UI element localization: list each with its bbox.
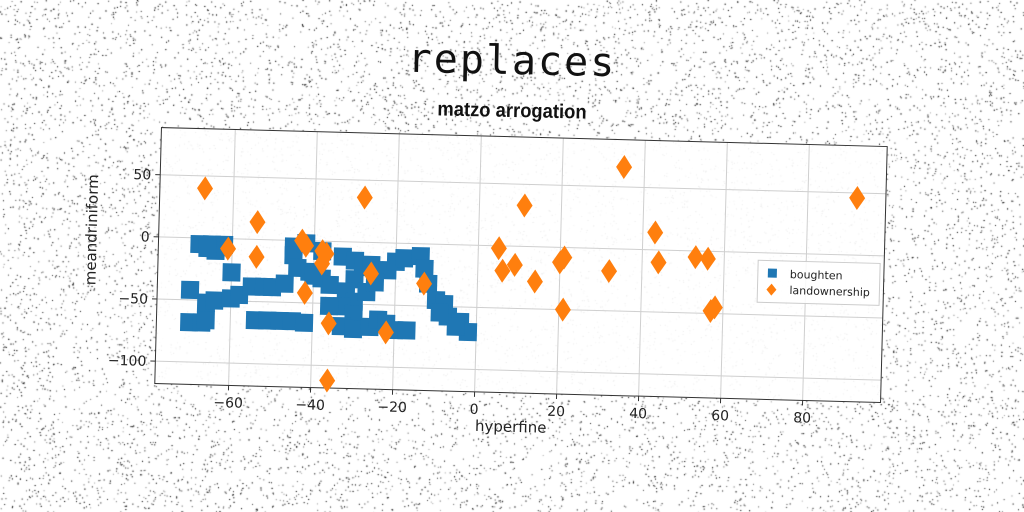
legend-marker-landownership — [766, 283, 777, 296]
data-point-diamond — [699, 246, 716, 271]
series-boughten — [179, 234, 478, 342]
y-tick-label: 0 — [140, 229, 149, 245]
y-gridline — [155, 360, 882, 381]
data-point-diamond — [526, 269, 543, 294]
y-gridline — [156, 298, 883, 319]
series-landownership — [197, 155, 866, 393]
legend-box — [756, 259, 881, 306]
data-point-square — [395, 249, 414, 268]
data-point-diamond — [220, 236, 237, 261]
data-point-square — [304, 266, 323, 285]
data-point-diamond — [377, 320, 394, 345]
data-point-square — [415, 259, 434, 278]
data-point-diamond — [494, 258, 511, 283]
data-point-diamond — [319, 368, 336, 393]
x-tick-label: 60 — [711, 408, 729, 424]
x-gridline — [474, 135, 482, 392]
y-tick-label: −50 — [118, 291, 148, 308]
data-point-square — [446, 317, 466, 336]
x-gridline — [720, 142, 728, 399]
data-point-diamond — [248, 244, 265, 269]
data-point-square — [320, 275, 339, 295]
data-point-diamond — [650, 250, 667, 275]
x-gridline — [638, 140, 646, 397]
data-point-diamond — [554, 297, 571, 322]
x-tick-label: 20 — [547, 404, 565, 420]
data-point-diamond — [516, 193, 533, 218]
series-layer — [179, 155, 866, 393]
y-axis-label: meandriniform — [81, 174, 102, 285]
data-point-diamond — [616, 155, 633, 180]
x-gridline — [228, 129, 236, 386]
data-point-diamond — [298, 233, 315, 258]
data-point-diamond — [356, 185, 373, 210]
data-point-square — [397, 321, 416, 340]
data-point-square — [275, 274, 294, 293]
data-point-square — [222, 263, 241, 282]
data-point-diamond — [556, 245, 573, 270]
data-point-diamond — [320, 311, 337, 336]
data-point-diamond — [506, 252, 523, 277]
legend-label-landownership: landownership — [789, 284, 870, 299]
data-point-diamond — [687, 245, 704, 270]
data-point-square — [205, 291, 224, 310]
y-tick-label: −100 — [108, 353, 147, 370]
data-point-square — [343, 319, 363, 339]
y-tick-label: 50 — [133, 167, 151, 183]
data-point-diamond — [249, 210, 266, 235]
y-gridline — [160, 174, 887, 195]
data-point-square — [294, 313, 314, 332]
data-point-diamond — [647, 220, 664, 245]
data-point-diamond — [490, 236, 507, 261]
data-point-diamond — [197, 176, 214, 201]
data-point-diamond — [296, 280, 313, 305]
x-tick-label: −60 — [213, 395, 243, 412]
plot-frame — [154, 127, 888, 403]
data-point-diamond — [849, 186, 866, 210]
data-point-square — [319, 296, 339, 316]
data-point-square — [196, 310, 215, 330]
y-gridline — [158, 236, 885, 257]
legend: boughten landownership — [756, 259, 881, 306]
x-tick-label: −40 — [295, 397, 325, 414]
axis-ticks: −60 −40 −20 0 20 40 60 80 50 0 −50 −100 — [108, 167, 812, 427]
data-point-square — [198, 238, 217, 258]
data-point-diamond — [601, 259, 618, 284]
x-tick-label: 80 — [793, 410, 811, 426]
data-point-square — [430, 303, 449, 322]
legend-marker-boughten — [767, 268, 777, 278]
data-point-diamond — [706, 295, 723, 320]
x-tick-label: −20 — [377, 399, 407, 416]
data-point-diamond — [363, 261, 380, 286]
x-tick-label: 0 — [469, 402, 478, 418]
data-point-diamond — [314, 251, 331, 276]
legend-label-boughten: boughten — [790, 268, 843, 282]
data-point-diamond — [416, 271, 433, 296]
data-point-square — [180, 280, 200, 300]
x-axis-label: hyperfine — [475, 417, 547, 437]
x-tick-label: 40 — [629, 406, 647, 422]
